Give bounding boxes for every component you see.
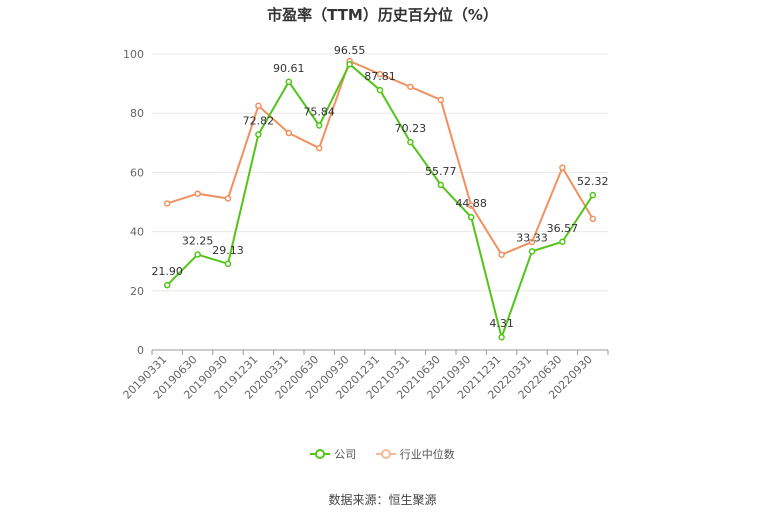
data-label: 33.33 (516, 231, 548, 244)
series-company-point (407, 138, 414, 146)
data-source: 数据来源：恒生聚源 (328, 493, 437, 507)
data-label: 87.81 (364, 70, 396, 83)
legend-item-company[interactable]: 公司 (310, 446, 356, 462)
series-industry-point (285, 129, 293, 137)
series-company-point (224, 260, 232, 268)
series-industry-point (407, 83, 414, 91)
data-label: 44.88 (455, 197, 487, 210)
data-label: 32.25 (182, 235, 214, 248)
data-label: 70.23 (395, 122, 427, 135)
y-axis: 0 20 40 60 80 100 (123, 48, 144, 357)
series-company-point (437, 181, 445, 189)
y-tick-label: 20 (130, 285, 144, 298)
y-tick-label: 80 (130, 107, 144, 120)
legend-company-marker-icon (310, 449, 331, 459)
series-industry-point (376, 70, 384, 78)
legend: 公司 行业中位数 (0, 446, 765, 462)
series-company-point (163, 281, 171, 289)
series-company-point (528, 248, 536, 255)
series-industry-point (498, 251, 505, 258)
legend-industry-label: 行业中位数 (399, 448, 455, 461)
series-company-point (589, 191, 597, 199)
legend-company-label: 公司 (334, 448, 357, 461)
series-industry-point (589, 215, 597, 223)
series-company-point (376, 86, 384, 94)
series-industry-point (315, 144, 323, 152)
grid-lines (152, 53, 608, 292)
data-label: 36.57 (547, 222, 579, 235)
data-label: 55.77 (425, 165, 457, 178)
series-industry-point (528, 238, 536, 246)
series-company-point (346, 60, 353, 68)
data-label: 21.90 (151, 265, 183, 278)
data-label: 29.13 (212, 244, 244, 257)
data-label: 4.31 (489, 317, 514, 330)
chart-title: 市盈率（TTM）历史百分位（%） (267, 6, 498, 24)
series-company-point (285, 78, 293, 86)
y-tick-label: 40 (130, 226, 144, 239)
series-industry-point (467, 202, 475, 209)
series-company-point (559, 238, 566, 246)
data-label: 96.55 (334, 44, 366, 57)
series-company-point (467, 213, 475, 221)
y-tick-label: 60 (130, 166, 144, 179)
series-industry-point (194, 190, 201, 197)
data-label: 90.61 (273, 62, 305, 75)
legend-industry-marker-icon (375, 449, 396, 459)
series-industry-point (255, 102, 262, 110)
x-axis: 2019033120190630201909302019123120200331… (121, 349, 609, 402)
series-company-point (255, 131, 262, 138)
series-layer (163, 57, 597, 341)
series-company-point (498, 333, 505, 341)
series-company-point (315, 122, 323, 129)
series-industry-point (437, 96, 445, 104)
data-label: 72.82 (243, 114, 275, 127)
y-tick-label: 100 (123, 48, 144, 61)
series-industry-point (163, 200, 171, 207)
data-label: 75.84 (303, 106, 335, 119)
series-company-line (166, 62, 594, 341)
y-tick-label: 0 (137, 344, 144, 357)
series-industry-point (224, 195, 232, 202)
series-company-point (194, 251, 201, 258)
series-industry-point (559, 164, 566, 171)
legend-item-industry[interactable]: 行业中位数 (375, 446, 455, 462)
data-label: 52.32 (577, 175, 609, 188)
